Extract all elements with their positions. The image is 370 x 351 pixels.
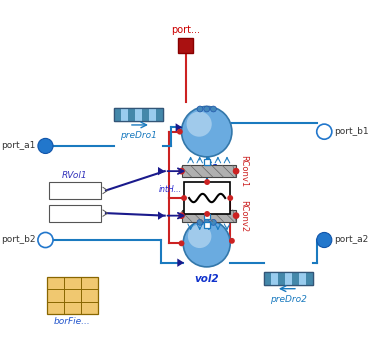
Circle shape (182, 106, 232, 157)
Text: port_b2: port_b2 (1, 236, 36, 245)
Bar (204, 222, 210, 228)
Text: RConv1: RConv1 (239, 155, 248, 187)
Bar (47, 277, 98, 314)
Bar (178, 38, 193, 53)
Circle shape (317, 124, 332, 139)
Bar (142, 108, 149, 121)
Bar (149, 108, 156, 121)
Circle shape (229, 238, 235, 244)
Bar (264, 272, 271, 285)
Bar (121, 108, 128, 121)
Circle shape (204, 211, 210, 217)
Polygon shape (176, 123, 182, 132)
Circle shape (186, 112, 212, 137)
Bar (306, 272, 313, 285)
Text: Buil...: Buil... (63, 208, 87, 218)
Bar (114, 108, 121, 121)
Bar (114, 108, 163, 121)
Bar (49, 182, 101, 199)
Text: intH...: intH... (159, 185, 182, 194)
Bar (114, 108, 163, 121)
Circle shape (227, 195, 233, 201)
Text: vol1: vol1 (194, 164, 219, 174)
Bar (156, 108, 163, 121)
Circle shape (233, 212, 239, 219)
Circle shape (177, 129, 183, 134)
Bar (264, 272, 313, 285)
Bar (204, 159, 210, 165)
Bar (285, 272, 292, 285)
Circle shape (204, 106, 210, 112)
Circle shape (178, 212, 185, 219)
Circle shape (317, 232, 332, 247)
Bar (182, 165, 236, 177)
Circle shape (183, 220, 230, 267)
Text: borFie...: borFie... (54, 317, 91, 326)
Circle shape (38, 138, 53, 153)
Circle shape (181, 195, 187, 201)
Bar (135, 108, 142, 121)
Text: Buil...: Buil... (63, 186, 87, 195)
Polygon shape (177, 258, 184, 267)
Text: port_a2: port_a2 (334, 236, 369, 245)
Circle shape (211, 219, 216, 225)
Bar (49, 205, 101, 221)
Circle shape (178, 168, 185, 174)
Circle shape (211, 106, 216, 112)
Bar (264, 272, 313, 285)
Circle shape (188, 225, 211, 248)
Bar (271, 272, 278, 285)
Text: port_a1: port_a1 (1, 141, 36, 151)
Text: port...: port... (171, 25, 200, 35)
Polygon shape (158, 211, 165, 220)
Bar (128, 108, 135, 121)
Text: RVol2: RVol2 (62, 193, 88, 202)
Text: preDro2: preDro2 (270, 294, 307, 304)
Bar (292, 272, 299, 285)
Text: port_b1: port_b1 (334, 127, 369, 136)
Circle shape (38, 232, 53, 247)
Text: vol2: vol2 (194, 273, 219, 284)
Circle shape (204, 179, 210, 185)
Bar (182, 210, 236, 221)
Polygon shape (158, 167, 165, 176)
Circle shape (179, 240, 185, 246)
Circle shape (233, 168, 239, 174)
Text: RVol1: RVol1 (62, 171, 88, 179)
Text: RConv2: RConv2 (239, 200, 248, 232)
Circle shape (197, 106, 203, 112)
Bar (299, 272, 306, 285)
Circle shape (204, 219, 210, 225)
Text: preDro1: preDro1 (120, 131, 157, 140)
Bar (278, 272, 285, 285)
Circle shape (197, 219, 203, 225)
Bar (184, 182, 230, 214)
Bar (204, 213, 210, 219)
